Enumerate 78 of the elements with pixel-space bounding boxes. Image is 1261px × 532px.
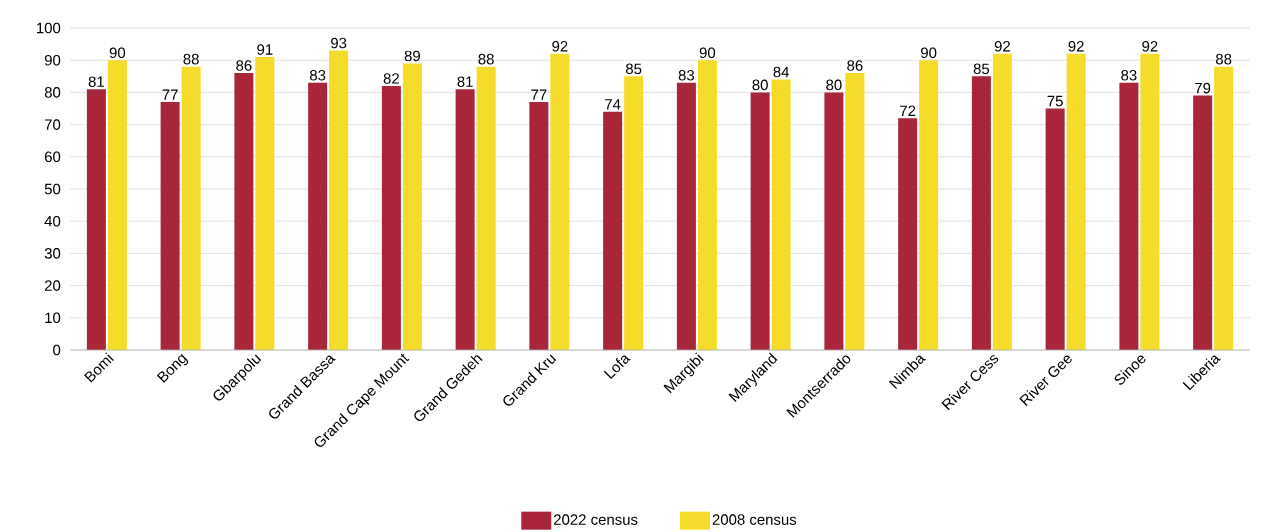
bar — [624, 76, 644, 350]
data-label: 83 — [678, 69, 695, 81]
bar — [750, 92, 770, 350]
legend-label: 2022 census — [554, 514, 638, 525]
data-label: 83 — [309, 69, 326, 81]
bar — [919, 60, 939, 350]
data-label: 89 — [404, 50, 420, 62]
y-tick-label: 0 — [53, 344, 61, 356]
bar — [971, 76, 991, 350]
bar — [898, 118, 918, 350]
bar — [992, 53, 1012, 350]
data-label: 81 — [88, 76, 104, 87]
y-tick-label: 20 — [44, 280, 61, 291]
bar — [1119, 82, 1139, 350]
y-tick-label: 100 — [37, 22, 61, 34]
y-tick-label: 80 — [44, 87, 61, 98]
y-tick-label: 10 — [45, 312, 61, 324]
data-label: 92 — [994, 40, 1010, 52]
data-label: 85 — [625, 63, 642, 75]
data-label: 88 — [183, 53, 199, 65]
data-label: 88 — [1215, 53, 1232, 65]
data-label: 82 — [383, 73, 399, 84]
data-label: 77 — [531, 89, 547, 100]
bar — [1193, 95, 1213, 350]
bar — [676, 82, 696, 350]
bar — [697, 60, 717, 350]
data-label: 79 — [1195, 82, 1211, 94]
bar — [824, 92, 844, 350]
bar — [402, 63, 422, 350]
y-tick-label: 50 — [44, 183, 61, 195]
bar — [771, 79, 791, 350]
data-label: 84 — [773, 66, 790, 78]
bar — [1140, 53, 1160, 350]
bar — [603, 111, 623, 350]
bar — [160, 102, 180, 350]
y-tick-label: 40 — [44, 215, 61, 227]
y-tick-label: 90 — [44, 54, 61, 66]
bar — [308, 82, 328, 350]
y-tick-label: 70 — [44, 119, 61, 130]
bar — [86, 89, 106, 350]
bar — [550, 53, 570, 350]
x-tick-label: Lofa — [603, 355, 631, 380]
data-label: 90 — [699, 47, 716, 58]
data-label: 93 — [331, 37, 347, 49]
bar — [845, 73, 865, 350]
data-label: 81 — [457, 76, 473, 87]
data-label: 74 — [605, 99, 621, 110]
legend-label: 2008 census — [712, 514, 797, 525]
data-label: 90 — [921, 47, 937, 58]
bar — [1045, 108, 1065, 350]
data-label: 80 — [826, 79, 842, 91]
data-label: 92 — [1068, 40, 1084, 52]
data-label: 86 — [236, 60, 252, 71]
data-label: 86 — [847, 60, 863, 71]
data-label: 80 — [752, 79, 768, 91]
data-label: 85 — [973, 63, 990, 75]
data-label: 77 — [162, 89, 178, 100]
y-tick-label: 60 — [44, 151, 61, 163]
bar — [329, 50, 349, 350]
y-tick-label: 30 — [44, 248, 61, 259]
data-label: 83 — [1121, 69, 1137, 81]
data-label: 91 — [257, 44, 273, 55]
bar — [529, 102, 549, 350]
bar — [107, 60, 127, 350]
bar — [234, 73, 254, 350]
bar — [181, 66, 201, 350]
data-label: 92 — [552, 40, 568, 52]
data-label: 90 — [109, 47, 126, 58]
bar — [381, 85, 401, 350]
bar — [255, 56, 275, 350]
data-label: 72 — [900, 105, 916, 116]
data-label: 75 — [1047, 95, 1063, 107]
data-label: 92 — [1142, 40, 1158, 52]
bar — [1066, 53, 1086, 350]
bar — [1214, 66, 1234, 350]
bar — [455, 89, 475, 350]
bar — [476, 66, 496, 350]
data-label: 88 — [478, 53, 494, 65]
